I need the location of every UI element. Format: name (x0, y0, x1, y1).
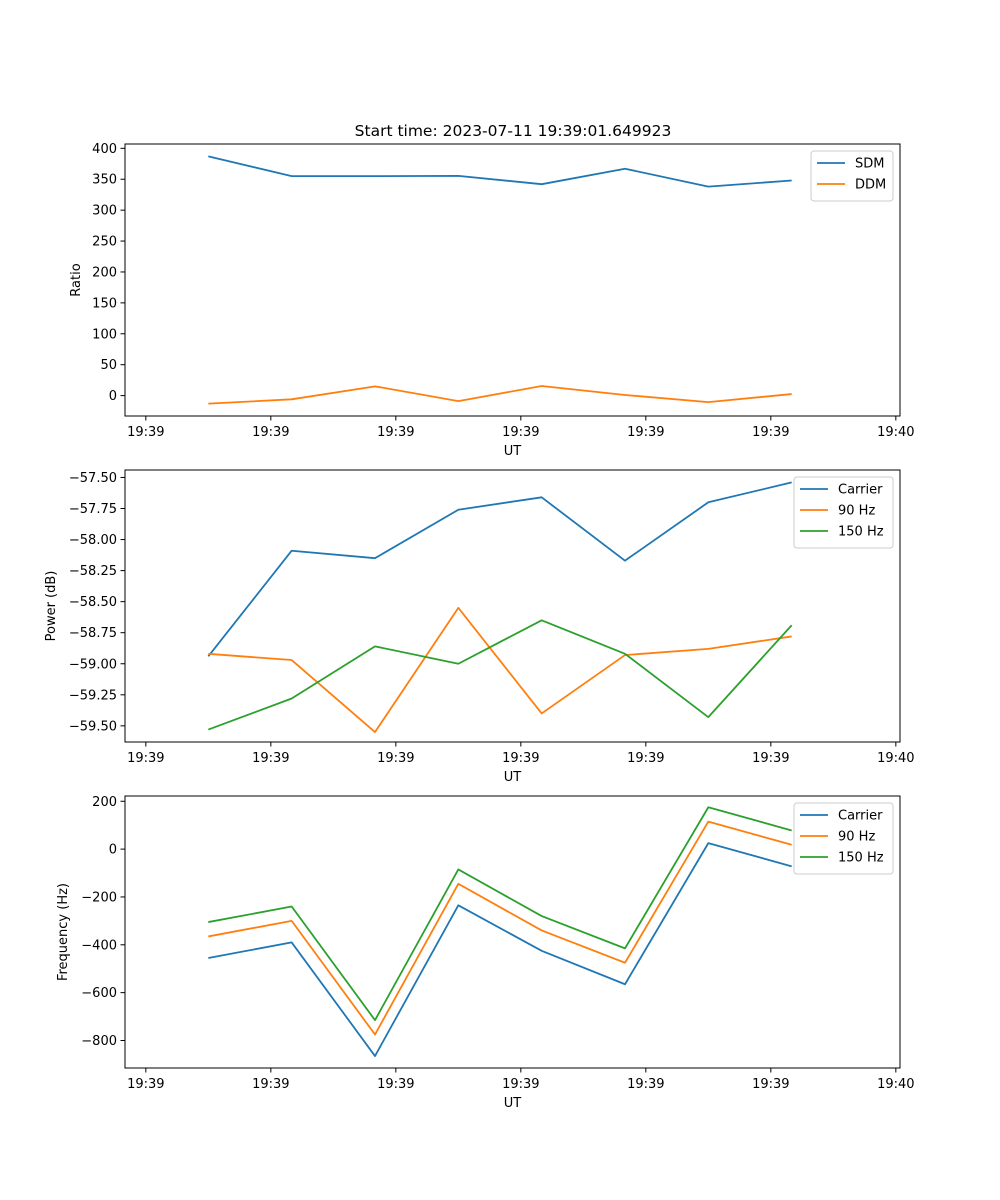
power-series-150-hz-line (208, 619, 793, 731)
ratio-y-tick-label: 0 (109, 389, 117, 404)
frequency-x-tick-label: 19:39 (502, 1077, 539, 1092)
ratio-axes-frame (124, 143, 901, 417)
power-x-tick-label: 19:39 (252, 751, 289, 766)
frequency-x-axis-label: UT (504, 1096, 522, 1111)
power-y-tick-label: −59.00 (69, 657, 117, 672)
power-x-axis-label: UT (504, 770, 522, 785)
ratio-x-tick-label: 19:39 (127, 425, 164, 440)
power-x-tick-label: 19:39 (627, 751, 664, 766)
ratio-x-tick-label: 19:39 (502, 425, 539, 440)
ratio-legend-label-ddm: DDM (855, 178, 886, 193)
ratio-y-tick-label: 100 (92, 327, 117, 342)
power-y-tick-label: −58.00 (69, 533, 117, 548)
frequency-y-tick-label: 0 (109, 843, 117, 858)
frequency-legend-label-150-hz: 150 Hz (838, 851, 884, 866)
ratio-y-tick-label: 300 (92, 204, 117, 219)
power-y-tick-label: −57.75 (69, 502, 117, 517)
frequency-legend-label-carrier: Carrier (838, 809, 883, 824)
ratio-y-tick-label: 150 (92, 296, 117, 311)
frequency-axes-frame (124, 795, 901, 1069)
ratio-x-tick-label: 19:39 (252, 425, 289, 440)
ratio-x-tick-label: 19:39 (377, 425, 414, 440)
frequency-y-tick-label: −200 (81, 890, 117, 905)
frequency-legend-label-90-hz: 90 Hz (838, 830, 875, 845)
frequency-y-tick-label: 200 (92, 795, 117, 810)
power-series-90-hz-line (208, 606, 792, 733)
power-y-tick-label: −58.75 (69, 626, 117, 641)
power-y-tick-label: −57.50 (69, 471, 117, 486)
power-y-tick-label: −58.50 (69, 595, 117, 610)
frequency-x-tick-label: 19:39 (627, 1077, 664, 1092)
power-x-tick-label: 19:39 (752, 751, 789, 766)
power-axes-frame (124, 469, 901, 743)
power-x-tick-label: 19:40 (877, 751, 914, 766)
frequency-x-tick-label: 19:39 (127, 1077, 164, 1092)
frequency-y-tick-label: −400 (81, 938, 117, 953)
figure-title: Start time: 2023-07-11 19:39:01.649923 (355, 122, 672, 140)
power-x-tick-label: 19:39 (502, 751, 539, 766)
frequency-x-tick-label: 19:40 (877, 1077, 914, 1092)
ratio-x-tick-label: 19:39 (627, 425, 664, 440)
power-legend-label-90-hz: 90 Hz (838, 504, 875, 519)
frequency-series-carrier-line (208, 842, 792, 1057)
power-y-tick-label: −59.25 (69, 688, 117, 703)
ratio-y-tick-label: 50 (100, 358, 117, 373)
ratio-legend-label-sdm: SDM (855, 157, 884, 172)
frequency-series-150-hz-line (208, 806, 792, 1022)
ratio-y-axis-label: Ratio (69, 263, 84, 296)
power-panel: 19:39 19:39 19:39 19:39 19:39 19:39 19:40 −59.5… (44, 469, 915, 785)
ratio-y-tick-label: 200 (92, 265, 117, 280)
frequency-y-tick-label: −800 (81, 1034, 117, 1049)
power-series-carrier-line (207, 481, 792, 657)
power-legend-label-150-hz: 150 Hz (838, 525, 884, 540)
frequency-y-axis-label: Frequency (Hz) (56, 883, 71, 981)
frequency-x-tick-label: 19:39 (377, 1077, 414, 1092)
power-y-tick-label: −58.25 (69, 564, 117, 579)
power-x-tick-label: 19:39 (377, 751, 414, 766)
ratio-panel: 19:39 19:39 19:39 19:39 19:39 19:39 19:40 0 50 10… (69, 142, 915, 459)
ratio-series-sdm-line (208, 155, 792, 188)
ratio-series-ddm-line (208, 385, 792, 405)
frequency-y-tick-label: −600 (81, 986, 117, 1001)
power-legend-label-carrier: Carrier (838, 483, 883, 498)
frequency-x-tick-label: 19:39 (252, 1077, 289, 1092)
power-y-tick-label: −59.50 (69, 719, 117, 734)
ratio-y-tick-label: 350 (92, 173, 117, 188)
ratio-y-tick-label: 400 (92, 142, 117, 157)
frequency-series-90-hz-line (208, 820, 792, 1036)
power-x-tick-label: 19:39 (127, 751, 164, 766)
frequency-x-tick-label: 19:39 (752, 1077, 789, 1092)
ratio-x-tick-label: 19:40 (877, 425, 914, 440)
frequency-panel: 19:39 19:39 19:39 19:39 19:39 19:39 19:40 −800 −… (56, 795, 915, 1111)
ratio-y-tick-label: 250 (92, 235, 117, 250)
power-y-axis-label: Power (dB) (44, 571, 59, 642)
ratio-x-tick-label: 19:39 (752, 425, 789, 440)
ratio-x-axis-label: UT (504, 444, 522, 459)
